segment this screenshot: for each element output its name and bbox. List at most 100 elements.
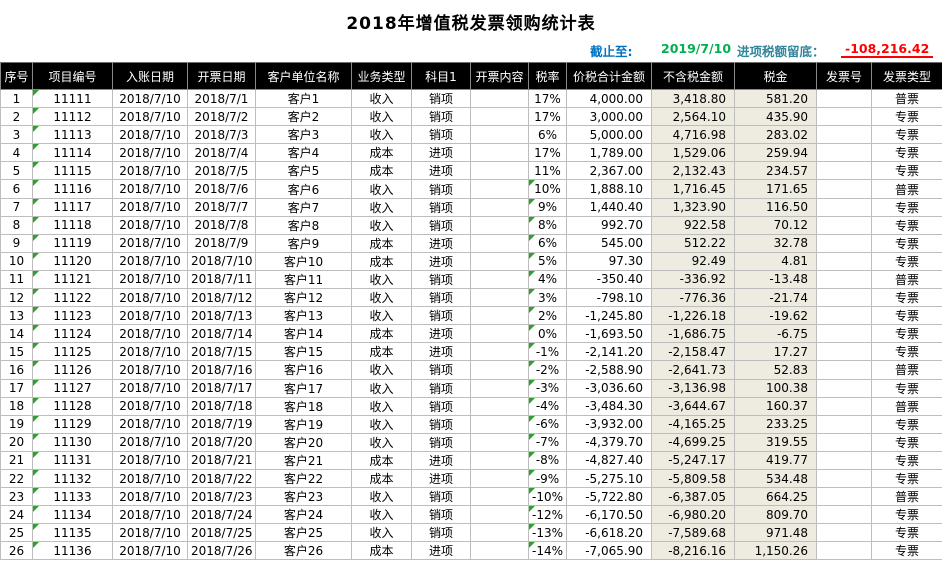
cell-total_amount[interactable]: 4,000.00: [566, 88, 652, 109]
cell-tax_amount[interactable]: 435.90: [734, 107, 817, 127]
cell-biz_type[interactable]: 成本: [351, 161, 412, 181]
cell-tax_amount[interactable]: 581.20: [734, 88, 817, 109]
cell-biz_type[interactable]: 收入: [351, 269, 412, 290]
cell-tax_amount[interactable]: 4.81: [734, 251, 817, 271]
cell-seq[interactable]: 26: [0, 541, 33, 561]
cell-tax_amount[interactable]: 17.27: [734, 342, 817, 362]
cell-rate[interactable]: 11%: [528, 161, 567, 181]
cell-project_no[interactable]: 11123: [32, 306, 113, 326]
cell-invoice_type[interactable]: 专票: [871, 233, 942, 253]
cell-net_amount[interactable]: 1,716.45: [651, 179, 735, 199]
cell-content[interactable]: [470, 432, 529, 452]
cell-invoice_type[interactable]: 普票: [871, 88, 942, 109]
cell-seq[interactable]: 19: [0, 414, 33, 434]
cell-subject[interactable]: 销项: [411, 360, 471, 380]
cell-net_amount[interactable]: -4,165.25: [651, 414, 735, 434]
cell-customer[interactable]: 客户14: [255, 324, 352, 344]
cell-total_amount[interactable]: -4,379.70: [566, 432, 652, 452]
cell-content[interactable]: [470, 269, 529, 290]
cell-invoice_no[interactable]: [816, 143, 872, 163]
cell-project_no[interactable]: 11129: [32, 414, 113, 434]
cell-rate[interactable]: -4%: [528, 396, 567, 416]
cell-biz_type[interactable]: 成本: [351, 143, 412, 163]
cell-subject[interactable]: 销项: [411, 107, 471, 127]
cell-tax_amount[interactable]: 70.12: [734, 215, 817, 235]
cell-biz_type[interactable]: 成本: [351, 450, 412, 470]
cell-tax_amount[interactable]: 171.65: [734, 179, 817, 199]
cell-subject[interactable]: 销项: [411, 88, 471, 109]
cell-biz_type[interactable]: 成本: [351, 324, 412, 344]
cell-subject[interactable]: 销项: [411, 215, 471, 235]
cell-tax_amount[interactable]: 259.94: [734, 143, 817, 163]
cell-tax_amount[interactable]: -13.48: [734, 269, 817, 290]
cell-total_amount[interactable]: 2,367.00: [566, 161, 652, 181]
cell-invoice_type[interactable]: 专票: [871, 468, 942, 489]
cell-customer[interactable]: 客户3: [255, 125, 352, 145]
cell-net_amount[interactable]: 4,716.98: [651, 125, 735, 145]
cell-biz_type[interactable]: 收入: [351, 197, 412, 217]
cell-total_amount[interactable]: -6,618.20: [566, 523, 652, 543]
cell-project_no[interactable]: 11121: [32, 269, 113, 290]
cell-tax_amount[interactable]: 1,150.26: [734, 541, 817, 561]
cell-invoice_no[interactable]: [816, 125, 872, 145]
cell-subject[interactable]: 进项: [411, 143, 471, 163]
cell-content[interactable]: [470, 88, 529, 109]
cell-project_no[interactable]: 11132: [32, 468, 113, 489]
cell-content[interactable]: [470, 215, 529, 235]
cell-seq[interactable]: 23: [0, 487, 33, 507]
cell-content[interactable]: [470, 306, 529, 326]
cell-seq[interactable]: 15: [0, 342, 33, 362]
cell-total_amount[interactable]: 1,440.40: [566, 197, 652, 217]
cell-seq[interactable]: 16: [0, 360, 33, 380]
cell-customer[interactable]: 客户23: [255, 487, 352, 507]
cell-tax_amount[interactable]: 160.37: [734, 396, 817, 416]
cell-customer[interactable]: 客户12: [255, 288, 352, 308]
cell-content[interactable]: [470, 179, 529, 199]
cell-rate[interactable]: -9%: [528, 468, 567, 489]
cell-invoice_date[interactable]: 2018/7/26: [187, 541, 256, 561]
cell-invoice_type[interactable]: 专票: [871, 288, 942, 308]
cell-project_no[interactable]: 11136: [32, 541, 113, 561]
cell-content[interactable]: [470, 197, 529, 217]
cell-seq[interactable]: 20: [0, 432, 33, 452]
cell-seq[interactable]: 13: [0, 306, 33, 326]
cell-invoice_type[interactable]: 专票: [871, 523, 942, 543]
cell-project_no[interactable]: 11134: [32, 505, 113, 525]
cell-invoice_no[interactable]: [816, 342, 872, 362]
cell-invoice_date[interactable]: 2018/7/17: [187, 378, 256, 398]
cell-net_amount[interactable]: -8,216.16: [651, 541, 735, 561]
cell-tax_amount[interactable]: 116.50: [734, 197, 817, 217]
cell-customer[interactable]: 客户22: [255, 468, 352, 489]
cell-customer[interactable]: 客户1: [255, 88, 352, 109]
cell-subject[interactable]: 销项: [411, 269, 471, 290]
cell-total_amount[interactable]: -350.40: [566, 269, 652, 290]
cell-content[interactable]: [470, 523, 529, 543]
cell-project_no[interactable]: 11113: [32, 125, 113, 145]
column-header-seq[interactable]: 序号: [0, 62, 33, 90]
cell-invoice_no[interactable]: [816, 487, 872, 507]
cell-project_no[interactable]: 11112: [32, 107, 113, 127]
cell-customer[interactable]: 客户6: [255, 179, 352, 199]
cell-total_amount[interactable]: 992.70: [566, 215, 652, 235]
cell-invoice_type[interactable]: 专票: [871, 432, 942, 452]
cell-entry_date[interactable]: 2018/7/10: [112, 179, 188, 199]
cell-entry_date[interactable]: 2018/7/10: [112, 378, 188, 398]
cell-entry_date[interactable]: 2018/7/10: [112, 107, 188, 127]
cell-rate[interactable]: 6%: [528, 125, 567, 145]
cell-total_amount[interactable]: -1,693.50: [566, 324, 652, 344]
column-header-invoice_type[interactable]: 发票类型: [871, 62, 942, 90]
cell-total_amount[interactable]: -6,170.50: [566, 505, 652, 525]
cell-invoice_date[interactable]: 2018/7/24: [187, 505, 256, 525]
cell-net_amount[interactable]: -6,980.20: [651, 505, 735, 525]
cell-subject[interactable]: 销项: [411, 523, 471, 543]
cell-total_amount[interactable]: -5,275.10: [566, 468, 652, 489]
cell-content[interactable]: [470, 161, 529, 181]
cell-net_amount[interactable]: 2,132.43: [651, 161, 735, 181]
cell-biz_type[interactable]: 收入: [351, 125, 412, 145]
cell-entry_date[interactable]: 2018/7/10: [112, 269, 188, 290]
cell-content[interactable]: [470, 541, 529, 561]
cell-biz_type[interactable]: 收入: [351, 487, 412, 507]
cell-seq[interactable]: 25: [0, 523, 33, 543]
cell-customer[interactable]: 客户11: [255, 269, 352, 290]
cell-invoice_no[interactable]: [816, 233, 872, 253]
